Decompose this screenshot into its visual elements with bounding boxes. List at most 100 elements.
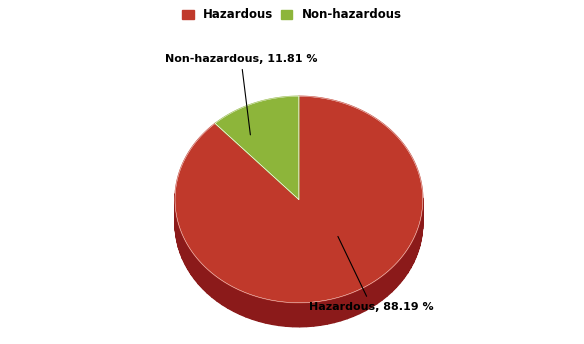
Polygon shape <box>353 290 359 293</box>
Polygon shape <box>400 270 404 276</box>
Polygon shape <box>199 267 203 273</box>
Polygon shape <box>396 266 400 271</box>
Polygon shape <box>418 233 420 240</box>
Polygon shape <box>266 298 272 300</box>
Polygon shape <box>413 245 416 252</box>
Polygon shape <box>246 305 252 309</box>
Polygon shape <box>353 311 359 315</box>
Polygon shape <box>321 309 327 312</box>
Polygon shape <box>176 223 177 230</box>
Polygon shape <box>321 304 327 307</box>
Polygon shape <box>207 290 212 296</box>
Polygon shape <box>353 299 359 303</box>
Polygon shape <box>176 216 177 223</box>
Polygon shape <box>180 241 182 248</box>
Polygon shape <box>234 308 240 312</box>
Polygon shape <box>321 313 327 316</box>
Polygon shape <box>259 299 266 302</box>
Polygon shape <box>266 310 272 312</box>
Polygon shape <box>240 298 246 302</box>
Polygon shape <box>321 318 327 320</box>
Polygon shape <box>327 297 334 300</box>
Polygon shape <box>420 227 421 234</box>
Polygon shape <box>252 298 259 301</box>
Polygon shape <box>266 319 272 322</box>
Polygon shape <box>272 314 279 316</box>
Polygon shape <box>194 275 199 281</box>
Polygon shape <box>246 310 252 314</box>
Polygon shape <box>334 303 340 307</box>
Polygon shape <box>382 295 387 300</box>
Polygon shape <box>286 321 293 323</box>
Polygon shape <box>411 241 413 248</box>
Polygon shape <box>212 285 217 290</box>
Polygon shape <box>334 306 340 309</box>
Polygon shape <box>259 303 266 305</box>
Polygon shape <box>252 299 259 303</box>
Polygon shape <box>416 246 418 253</box>
Polygon shape <box>228 284 234 289</box>
Polygon shape <box>199 281 203 287</box>
Polygon shape <box>252 313 259 316</box>
Polygon shape <box>366 285 371 289</box>
Polygon shape <box>293 308 300 309</box>
Polygon shape <box>259 311 266 314</box>
Polygon shape <box>307 309 314 311</box>
Polygon shape <box>421 224 422 231</box>
Polygon shape <box>327 312 334 315</box>
Polygon shape <box>300 305 307 307</box>
Polygon shape <box>307 321 314 323</box>
Polygon shape <box>408 247 411 253</box>
Polygon shape <box>371 293 377 298</box>
Polygon shape <box>411 243 413 249</box>
Polygon shape <box>199 263 203 269</box>
Polygon shape <box>176 235 177 242</box>
Polygon shape <box>259 313 266 316</box>
Polygon shape <box>185 261 188 268</box>
Polygon shape <box>212 275 217 280</box>
Polygon shape <box>175 223 176 229</box>
Polygon shape <box>353 291 359 295</box>
Polygon shape <box>371 300 377 305</box>
Polygon shape <box>177 235 179 242</box>
Polygon shape <box>175 216 176 223</box>
Polygon shape <box>327 320 334 323</box>
Polygon shape <box>404 272 408 278</box>
Polygon shape <box>307 318 314 320</box>
Polygon shape <box>392 269 396 275</box>
Polygon shape <box>223 282 228 287</box>
Polygon shape <box>377 291 382 296</box>
Polygon shape <box>413 249 416 256</box>
Polygon shape <box>314 316 321 318</box>
Polygon shape <box>340 300 347 303</box>
Polygon shape <box>371 291 377 295</box>
Polygon shape <box>182 240 185 247</box>
Polygon shape <box>353 304 359 308</box>
Polygon shape <box>279 301 286 303</box>
Polygon shape <box>185 257 188 264</box>
Polygon shape <box>371 289 377 294</box>
Polygon shape <box>327 321 334 324</box>
Polygon shape <box>179 245 180 252</box>
Polygon shape <box>234 306 240 310</box>
Polygon shape <box>272 299 279 301</box>
Legend: Hazardous, Non-hazardous: Hazardous, Non-hazardous <box>180 6 404 24</box>
Polygon shape <box>420 226 421 233</box>
Polygon shape <box>293 325 300 327</box>
Polygon shape <box>179 238 180 245</box>
Polygon shape <box>180 229 182 236</box>
Polygon shape <box>359 294 366 299</box>
Polygon shape <box>179 236 180 243</box>
Polygon shape <box>366 301 371 305</box>
Polygon shape <box>279 303 286 305</box>
Polygon shape <box>203 269 207 274</box>
Polygon shape <box>194 278 199 284</box>
Polygon shape <box>366 302 371 307</box>
Polygon shape <box>180 247 182 253</box>
Polygon shape <box>228 300 234 305</box>
Polygon shape <box>182 236 185 243</box>
Polygon shape <box>246 302 252 306</box>
Polygon shape <box>240 289 246 293</box>
Polygon shape <box>252 309 259 312</box>
Polygon shape <box>240 295 246 300</box>
